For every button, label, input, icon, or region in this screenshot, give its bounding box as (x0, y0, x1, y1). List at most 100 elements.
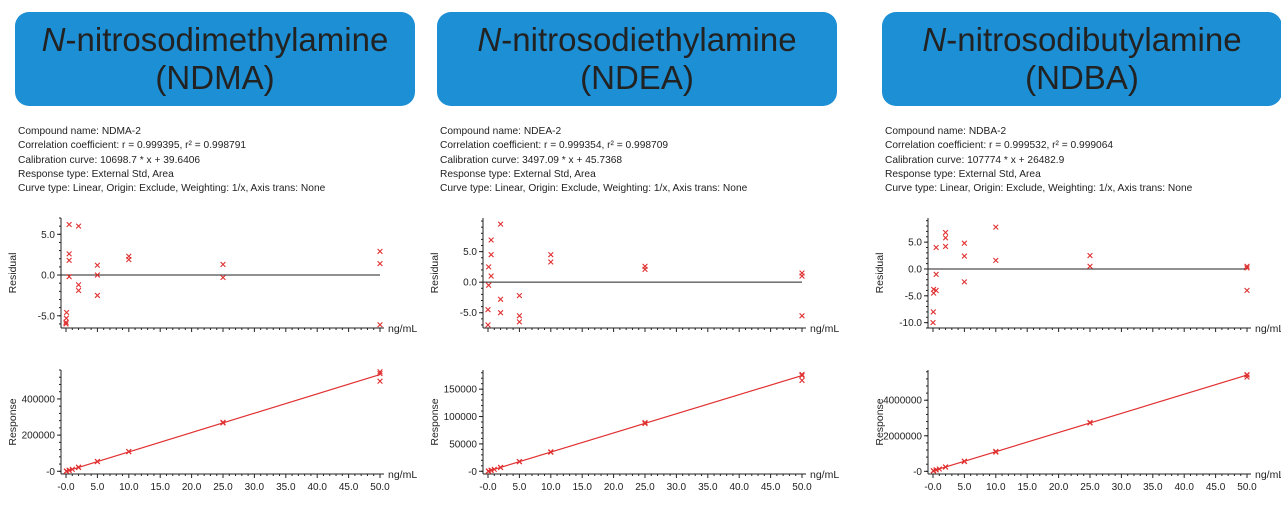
data-point-stroke (488, 467, 494, 474)
data-point (1244, 263, 1250, 270)
data-point-stroke (942, 229, 949, 236)
data-point-stroke (220, 420, 226, 426)
data-point-stroke (548, 449, 554, 456)
correlation-line: Correlation coefficient: r = 0.999354, r… (440, 140, 669, 152)
data-point (75, 464, 82, 471)
x-tick-label: 35.0 (1143, 482, 1163, 493)
data-point-stroke (66, 273, 72, 280)
x-tick-label: 40.0 (307, 482, 327, 493)
data-point-stroke (642, 266, 648, 273)
data-point (220, 261, 226, 268)
data-point (1244, 374, 1250, 380)
data-point-stroke (377, 248, 383, 255)
data-point-stroke (942, 464, 949, 470)
data-point (75, 223, 82, 229)
data-point-stroke (799, 377, 805, 384)
data-point (961, 458, 968, 465)
data-point (933, 467, 939, 473)
data-point-stroke (69, 466, 76, 473)
x-tick-label: 30.0 (245, 482, 265, 493)
data-point-stroke (993, 257, 999, 264)
y-tick-label: 400000 (22, 394, 56, 405)
y-tick-label: 150000 (444, 385, 478, 396)
data-point-stroke (516, 312, 523, 319)
x-tick-label: 40.0 (1174, 482, 1194, 493)
data-point (516, 292, 523, 299)
residual-plot: 5.0 0.0 -5.0 Residual ng/mL (429, 218, 839, 335)
compound-abbreviation: (NDBA) (1025, 59, 1139, 96)
x-tick-label: 45.0 (339, 482, 359, 493)
data-point (75, 282, 82, 288)
data-point (497, 464, 504, 471)
x-tick-label: 15.0 (572, 482, 592, 493)
data-point-stroke (94, 262, 101, 269)
data-point-stroke (377, 378, 383, 385)
data-point-stroke (516, 292, 523, 299)
data-point-stroke (488, 251, 494, 258)
data-point (63, 309, 70, 316)
data-point-stroke (1244, 287, 1250, 294)
data-point (75, 287, 82, 294)
x-unit-label: ng/mL (810, 469, 839, 481)
data-point-stroke (933, 287, 939, 294)
residual-plot: 5.0 0.0 -5.0 -10.0 Residual ng/mL (874, 218, 1281, 335)
data-point-stroke (75, 287, 82, 294)
data-point (1087, 252, 1093, 259)
data-point-stroke (642, 420, 648, 427)
data-point-stroke (930, 309, 937, 315)
data-point-stroke (488, 273, 494, 279)
y-tick-label: -0 (46, 467, 55, 478)
data-point (993, 257, 999, 264)
data-point-stroke (799, 371, 805, 378)
x-tick-label: 45.0 (1206, 482, 1226, 493)
data-point (933, 244, 939, 251)
x-tick-label: 30.0 (1112, 482, 1132, 493)
data-point-stroke (497, 464, 504, 471)
data-point (942, 243, 949, 250)
title-name: -nitrosodibutylamine (946, 21, 1242, 58)
data-point (485, 306, 491, 313)
compound-full-name: N-nitrosodibutylamine (922, 21, 1241, 59)
compound-full-name: N-nitrosodiethylamine (477, 21, 796, 59)
y-tick-label: -5.0 (460, 308, 478, 319)
data-point-stroke (485, 264, 492, 270)
response-plot: 150000 100000 50000 -0 Response ng/mL -0.0 5.0 1… (429, 370, 839, 493)
y-tick-label: 200000 (22, 431, 56, 442)
data-point (933, 287, 939, 294)
calibration-info: Compound name: NDBA-2 Correlation coeffi… (885, 125, 1192, 196)
x-tick-label: -0.0 (479, 482, 497, 493)
data-point-stroke (66, 251, 72, 257)
data-point-stroke (516, 458, 523, 465)
data-point-stroke (488, 237, 494, 243)
data-point (485, 322, 491, 328)
y-tick-label: -5.0 (38, 311, 56, 322)
data-point-stroke (66, 257, 72, 264)
data-point (516, 458, 523, 465)
data-point (377, 260, 383, 267)
x-tick-label: 5.0 (512, 482, 526, 493)
x-unit-label: ng/mL (388, 469, 417, 481)
y-axis-title: Response (874, 398, 886, 445)
data-point-stroke (933, 244, 939, 251)
data-point (1244, 372, 1250, 378)
y-axis-title: Residual (7, 253, 19, 294)
data-point (497, 296, 504, 303)
data-point-stroke (961, 253, 968, 259)
data-point (66, 251, 72, 257)
data-point-stroke (799, 273, 805, 279)
data-point-stroke (497, 221, 504, 227)
data-point (377, 248, 383, 255)
compound-full-name: N-nitrosodimethylamine (42, 21, 389, 59)
data-point (69, 466, 76, 473)
data-point (377, 370, 383, 377)
data-point-stroke (63, 321, 69, 327)
ndea-plots: 5.0 0.0 -5.0 Residual ng/mL 150000 100000 50000… (429, 218, 839, 493)
data-point-stroke (993, 449, 999, 455)
data-point-stroke (220, 261, 226, 268)
x-tick-label: 25.0 (1080, 482, 1100, 493)
data-point-stroke (126, 448, 132, 455)
title-name: -nitrosodiethylamine (501, 21, 797, 58)
y-tick-label: -0 (913, 467, 922, 478)
x-tick-label: 15.0 (150, 482, 170, 493)
data-point-stroke (930, 319, 936, 326)
